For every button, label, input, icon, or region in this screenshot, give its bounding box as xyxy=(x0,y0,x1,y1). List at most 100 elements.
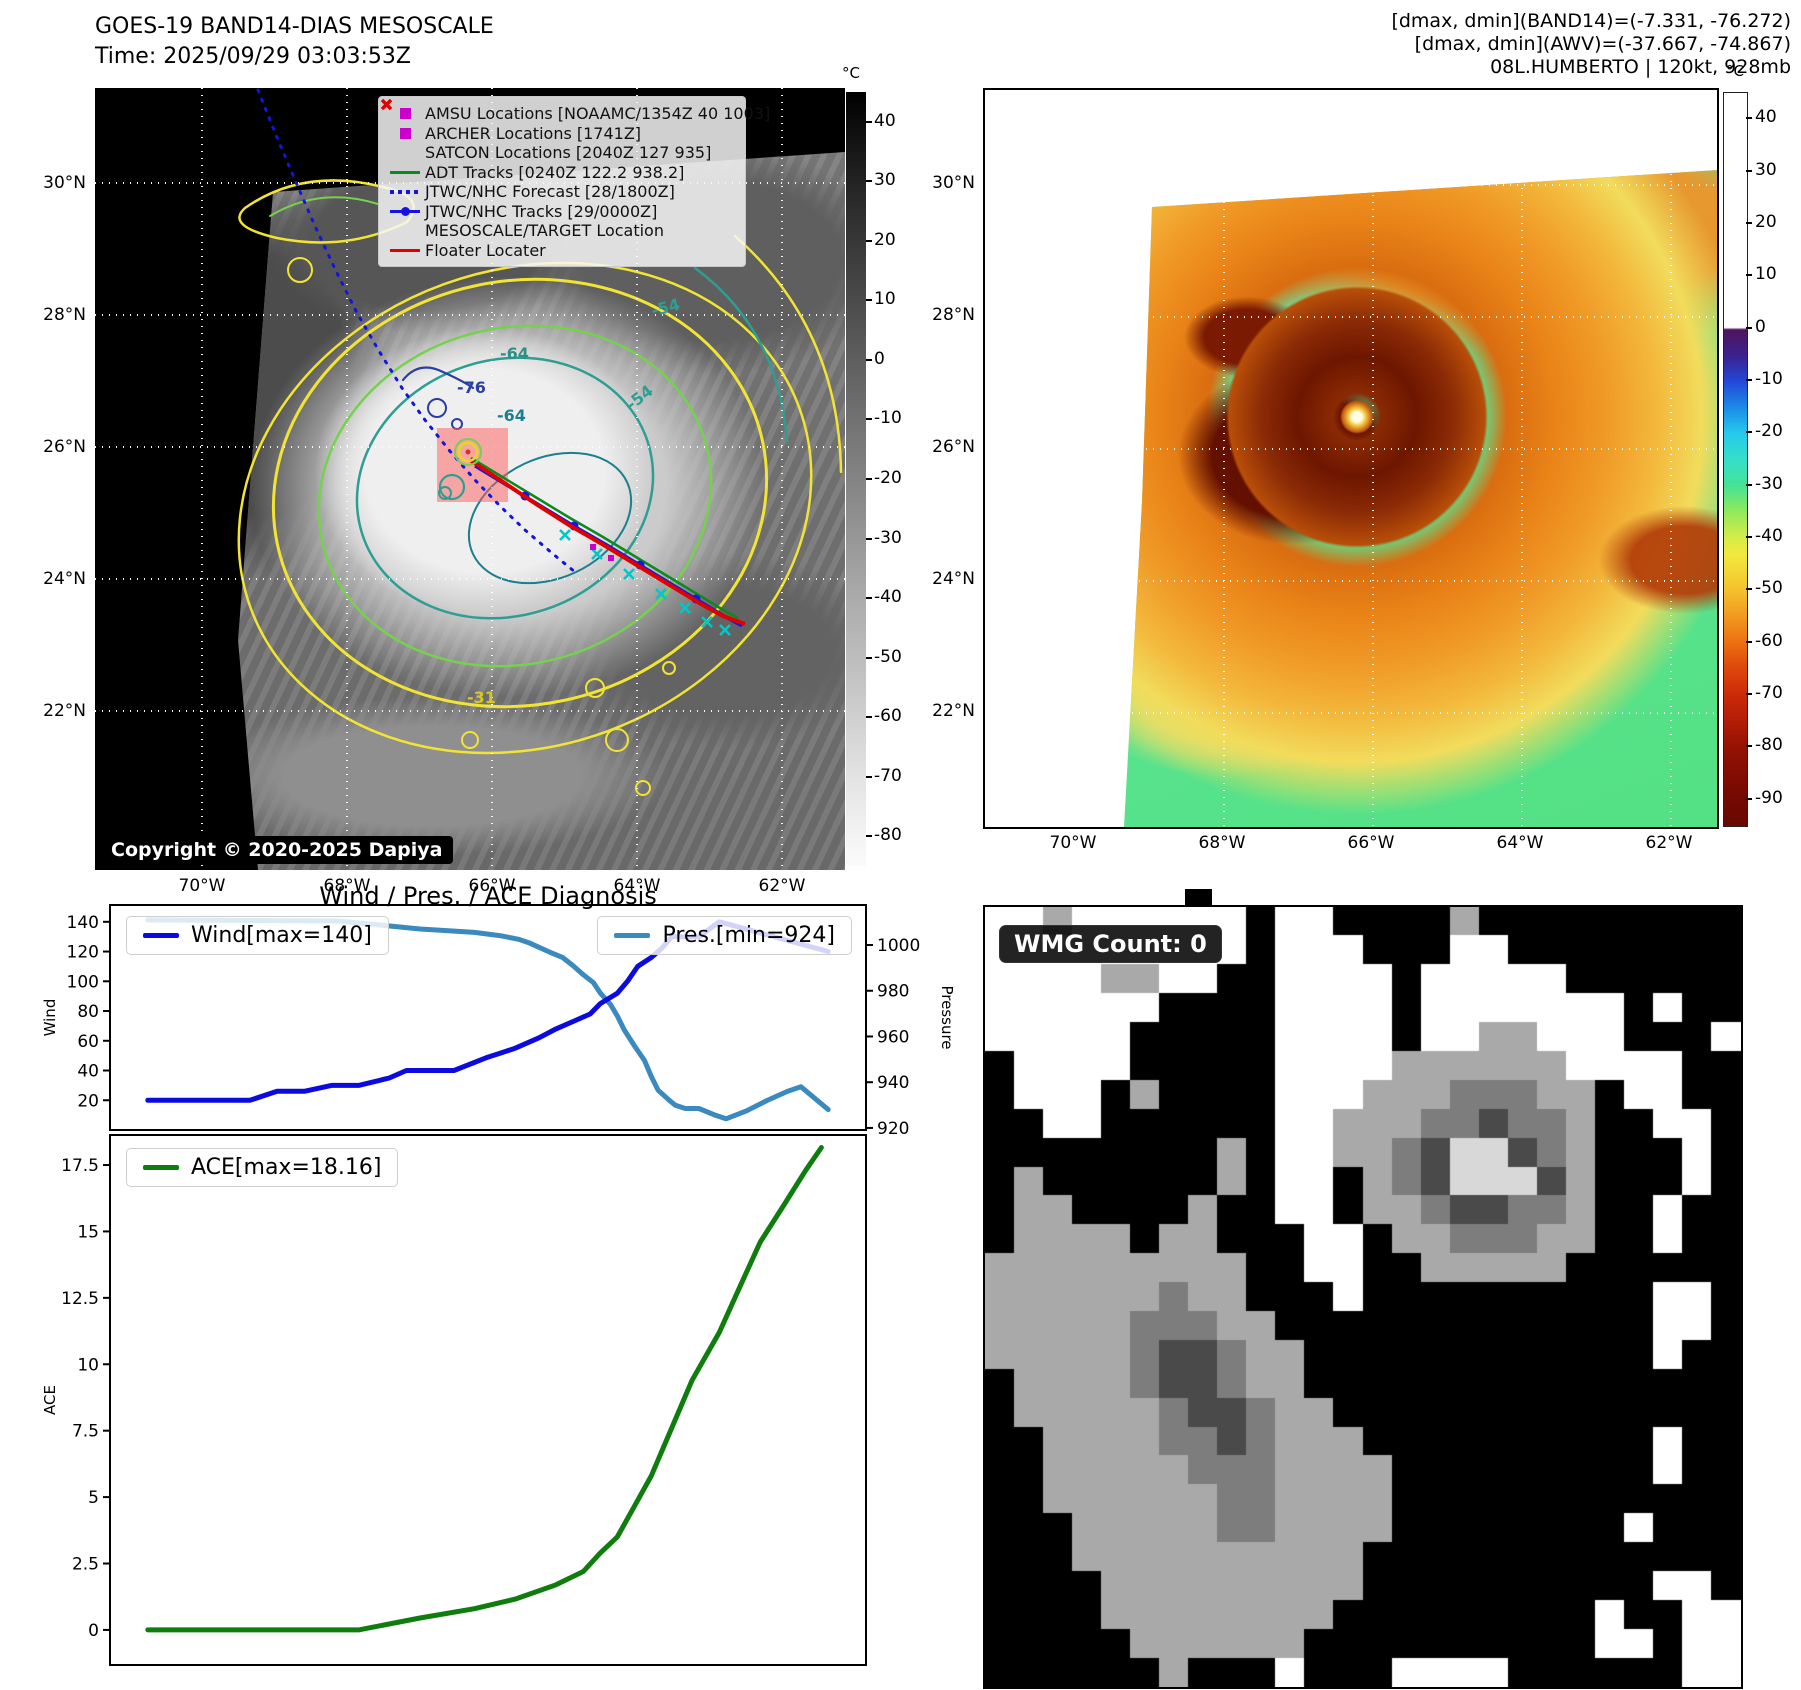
colorbar-tick-label: -40 xyxy=(1755,526,1783,547)
colorbar-tick xyxy=(1746,536,1752,539)
map-legend-item: JTWC/NHC Forecast [28/1800Z] xyxy=(385,182,737,202)
colorbar-tick xyxy=(866,418,872,421)
svg-text:10: 10 xyxy=(77,1355,99,1375)
pressure-legend-line xyxy=(614,933,651,938)
colorbar-tick xyxy=(1746,797,1752,800)
colorbar-tick xyxy=(1746,274,1752,277)
lat-label: 28°N xyxy=(43,305,86,325)
wmg-panel: WMG Count: 0 xyxy=(983,905,1743,1689)
lon-label: 66°W xyxy=(1347,833,1395,853)
satcon-markers xyxy=(559,529,731,636)
contour-label: -76 xyxy=(457,378,486,397)
graticule xyxy=(985,90,1717,827)
ace-chart: 0 2.5 5 7.5 10 12.5 15 17.5 ACE xyxy=(41,1134,867,1666)
colorbar-tick-label: -20 xyxy=(1755,421,1783,442)
colorbar-tick xyxy=(866,597,872,600)
svg-text:80: 80 xyxy=(77,1002,99,1022)
colorbar-tick-label: 40 xyxy=(874,110,896,131)
band14-colorbar xyxy=(846,92,866,866)
red-line-icon xyxy=(385,248,425,252)
map-legend-label: SATCON Locations [2040Z 127 935] xyxy=(425,143,712,163)
lon-label: 64°W xyxy=(1496,833,1544,853)
awv-map-panel xyxy=(983,88,1719,829)
colorbar-tick xyxy=(1746,483,1752,486)
jtwc-forecast-line xyxy=(256,88,577,574)
wmg-image xyxy=(985,907,1741,1687)
colorbar-tick-label: 10 xyxy=(1755,264,1777,285)
contour-label: -64 xyxy=(497,406,526,425)
svg-text:940: 940 xyxy=(877,1073,909,1093)
blue-dotted-icon xyxy=(385,190,425,194)
colorbar-tick-label: -50 xyxy=(1755,578,1783,599)
map-legend-item: JTWC/NHC Tracks [29/0000Z] xyxy=(385,202,737,222)
lat-label: 30°N xyxy=(932,173,975,193)
svg-text:40: 40 xyxy=(77,1062,99,1082)
svg-text:980: 980 xyxy=(877,982,909,1002)
colorbar-tick xyxy=(1746,588,1752,591)
lon-label: 70°W xyxy=(1049,833,1097,853)
colorbar-tick-label: -20 xyxy=(874,468,902,488)
adt-center-rings xyxy=(438,438,482,501)
colorbar-tick xyxy=(1746,378,1752,381)
colorbar-tick-label: -60 xyxy=(1755,630,1783,651)
colorbar-tick xyxy=(1746,221,1752,224)
lon-label: 62°W xyxy=(1645,833,1693,853)
svg-text:ACE: ACE xyxy=(41,1385,59,1415)
map-legend-label: Floater Locater xyxy=(425,240,546,260)
lon-label: 62°W xyxy=(758,876,806,896)
colorbar-tick xyxy=(866,120,872,123)
colorbar-tick-label: -10 xyxy=(1755,368,1783,389)
svg-text:17.5: 17.5 xyxy=(61,1156,99,1176)
blue-line-dot-icon xyxy=(385,206,425,216)
colorbar-tick-label: 20 xyxy=(1755,211,1777,232)
colorbar-tick-label: -50 xyxy=(874,646,902,667)
colorbar-tick-label: -90 xyxy=(1755,787,1783,808)
awv-colorbar xyxy=(1723,92,1748,827)
svg-text:15: 15 xyxy=(77,1222,99,1242)
colorbar-tick-label: 10 xyxy=(874,289,896,310)
band14-colorbar-unit: °C xyxy=(842,64,860,82)
lon-label: 68°W xyxy=(1198,833,1246,853)
colorbar-tick xyxy=(1746,326,1752,329)
colorbar-tick xyxy=(866,537,872,540)
colorbar-tick-label: -80 xyxy=(1755,735,1783,756)
colorbar-tick-label: 30 xyxy=(874,170,896,191)
colorbar-tick-label: 0 xyxy=(874,348,885,369)
wmg-count-badge: WMG Count: 0 xyxy=(999,925,1222,963)
colorbar-tick xyxy=(866,239,872,242)
copyright-badge: Copyright © 2020-2025 Dapiya xyxy=(100,836,454,864)
colorbar-tick-label: -60 xyxy=(874,706,902,727)
lat-label: 22°N xyxy=(932,701,975,721)
map-legend-label: ARCHER Locations [1741Z] xyxy=(425,123,642,143)
lon-label: 68°W xyxy=(323,876,371,896)
stat-band14: [dmax, dmin](BAND14)=(-7.331, -76.272) xyxy=(1391,10,1791,32)
page-subtitle: Time: 2025/09/29 03:03:53Z xyxy=(95,44,411,69)
colorbar-tick-label: 40 xyxy=(1755,107,1777,128)
green-line-icon xyxy=(385,170,425,174)
colorbar-tick-label: -40 xyxy=(874,587,902,608)
lon-label: 70°W xyxy=(178,876,226,896)
colorbar-tick xyxy=(866,180,872,183)
map-legend-label: JTWC/NHC Tracks [29/0000Z] xyxy=(425,201,658,221)
colorbar-tick-label: 20 xyxy=(874,229,896,250)
svg-text:Wind: Wind xyxy=(41,999,59,1037)
amsu-markers xyxy=(590,544,614,561)
magenta-square-icon xyxy=(385,108,425,120)
lat-label: 30°N xyxy=(43,173,86,193)
colorbar-tick-label: -70 xyxy=(1755,683,1783,704)
map-legend: AMSU Locations [NOAAMC/1354Z 40 1003] ARC… xyxy=(378,96,770,267)
colorbar-tick-label: -30 xyxy=(874,527,902,548)
satellite-swath xyxy=(238,152,845,870)
svg-text:12.5: 12.5 xyxy=(61,1289,99,1309)
svg-text:7.5: 7.5 xyxy=(72,1422,99,1442)
map-legend-item: MESOSCALE/TARGET Location xyxy=(380,98,737,241)
map-legend-label: MESOSCALE/TARGET Location xyxy=(425,221,664,241)
svg-text:920: 920 xyxy=(877,1119,909,1139)
svg-text:100: 100 xyxy=(67,972,99,992)
band14-map-panel: -64 -76 -64 -54 -54 -31 AMSU Locations [… xyxy=(95,88,845,870)
map-legend-item: AMSU Locations [NOAAMC/1354Z 40 1003] xyxy=(385,104,770,124)
svg-text:5: 5 xyxy=(88,1488,99,1508)
colorbar-tick xyxy=(1746,117,1752,120)
svg-text:120: 120 xyxy=(67,943,99,963)
lon-label: 66°W xyxy=(468,876,516,896)
